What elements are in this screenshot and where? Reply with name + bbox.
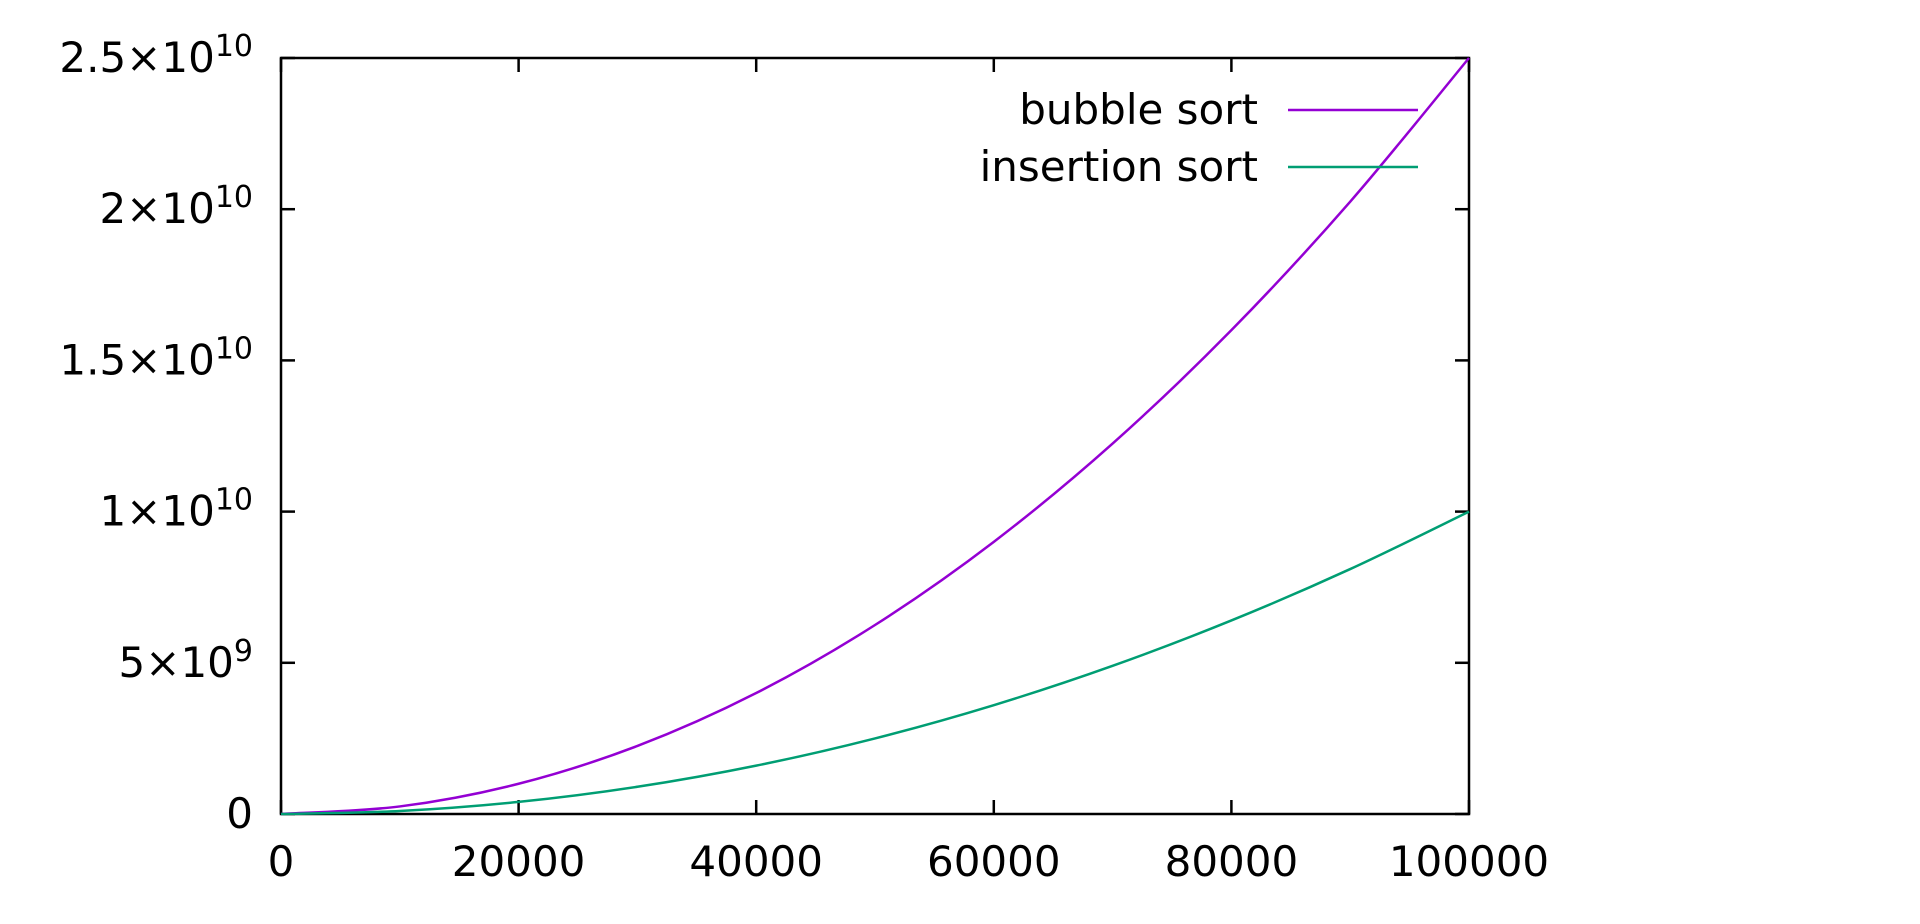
y-tick-label: 0: [226, 789, 253, 838]
y-tick-label: 2×1010: [99, 180, 253, 233]
series-line-bubble-sort: [280, 57, 1470, 816]
series-layer: [280, 57, 1470, 816]
plot-frame: [279, 56, 1471, 816]
x-tick-label: 60000: [927, 837, 1061, 886]
y-tick-exponent: 10: [215, 180, 253, 215]
legend-label: insertion sort: [980, 142, 1258, 191]
y-tick-label: 1.5×1010: [59, 331, 253, 384]
y-tick-label: 2.5×1010: [59, 29, 253, 82]
y-tick-mantissa: 2×10: [99, 184, 214, 233]
y-tick-label: 5×109: [119, 634, 253, 687]
y-tick-mantissa: 1×10: [99, 487, 214, 536]
x-tick-label: 80000: [1165, 837, 1299, 886]
y-tick-label: 1×1010: [99, 483, 253, 536]
y-tick-mantissa: 2.5×10: [59, 33, 214, 82]
y-tick-mantissa: 0: [226, 789, 253, 838]
series-line-insertion-sort: [280, 510, 1470, 816]
y-tick-exponent: 10: [215, 29, 253, 64]
y-tick-exponent: 10: [215, 483, 253, 518]
y-tick-exponent: 10: [215, 331, 253, 366]
x-tick-label: 0: [268, 837, 295, 886]
y-tick-mantissa: 5×10: [119, 638, 234, 687]
x-tick-label: 20000: [452, 837, 586, 886]
plot-frame-layer: [279, 56, 1471, 816]
y-tick-mantissa: 1.5×10: [59, 335, 214, 384]
x-tick-label: 40000: [689, 837, 823, 886]
x-tick-label: 100000: [1389, 837, 1549, 886]
legend-label: bubble sort: [1019, 85, 1258, 134]
y-tick-exponent: 9: [234, 634, 253, 669]
legend: bubble sort insertion sort: [980, 85, 1418, 191]
ticks-layer: 0 20000 40000 60000 80000 10000005×1091×10101…: [59, 29, 1549, 886]
